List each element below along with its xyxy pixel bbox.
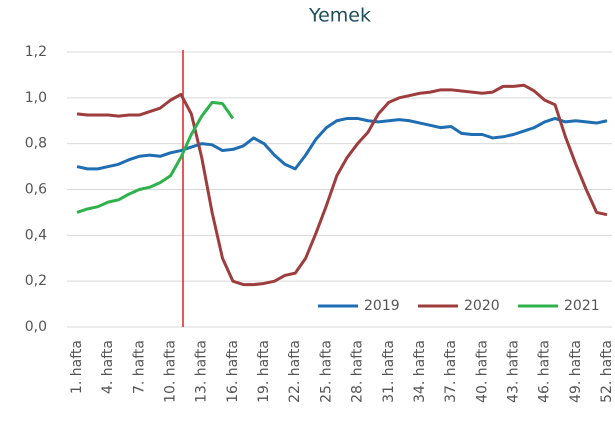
y-tick-label: 0,8	[25, 136, 47, 152]
y-tick-label: 0,0	[25, 319, 47, 335]
x-tick-label: 43. hafta	[505, 340, 521, 403]
y-tick-label: 0,6	[25, 182, 47, 198]
x-tick-label: 46. hafta	[537, 340, 553, 403]
x-tick-label: 22. hafta	[287, 340, 303, 403]
x-tick-label: 31. hafta	[381, 340, 397, 403]
legend-label: 2020	[464, 298, 500, 314]
x-tick-label: 13. hafta	[194, 340, 210, 403]
legend-label: 2019	[364, 298, 400, 314]
line-series	[76, 83, 608, 287]
x-tick-label: 40. hafta	[474, 340, 490, 403]
x-tick-label: 7. hafta	[131, 340, 147, 394]
line-series	[76, 116, 608, 171]
y-tick-label: 1,0	[25, 90, 47, 106]
x-tick-label: 16. hafta	[225, 340, 241, 403]
x-tick-label: 19. hafta	[256, 340, 272, 403]
line-series	[76, 100, 235, 214]
x-tick-label: 1. hafta	[69, 340, 85, 394]
legend-label: 2021	[564, 298, 600, 314]
y-tick-label: 1,2	[25, 44, 47, 60]
x-tick-label: 28. hafta	[350, 340, 366, 403]
x-tick-label: 25. hafta	[318, 340, 334, 403]
y-tick-label: 0,4	[25, 227, 47, 243]
x-tick-label: 52. hafta	[599, 340, 615, 403]
x-tick-label: 34. hafta	[412, 340, 428, 403]
x-tick-label: 10. hafta	[163, 340, 179, 403]
x-tick-label: 4. hafta	[100, 340, 116, 394]
x-tick-label: 49. hafta	[568, 340, 584, 403]
chart-title: Yemek	[308, 5, 371, 27]
y-tick-label: 0,2	[25, 273, 47, 289]
x-tick-label: 37. hafta	[443, 340, 459, 403]
